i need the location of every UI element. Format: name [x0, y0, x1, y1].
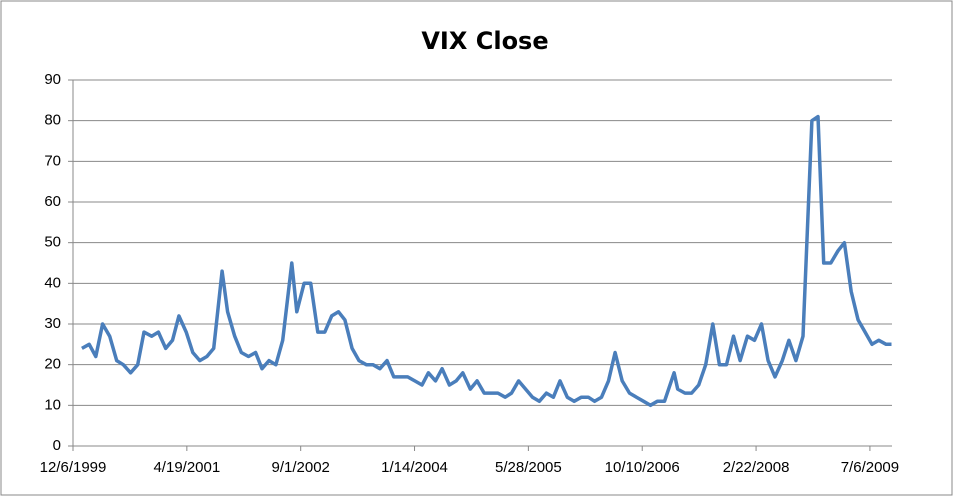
- y-tick-label: 70: [44, 152, 61, 169]
- y-tick-label: 40: [44, 274, 61, 291]
- y-tick-label: 60: [44, 193, 61, 210]
- x-tick-label: 12/6/1999: [40, 459, 107, 476]
- y-tick-label: 10: [44, 396, 61, 413]
- y-tick-label: 20: [44, 356, 61, 373]
- y-tick-label: 90: [44, 71, 61, 88]
- line-series: [81, 114, 892, 408]
- x-tick-label: 4/19/2001: [153, 459, 220, 476]
- x-tick-label: 5/28/2005: [495, 459, 562, 476]
- y-tick-label: 0: [53, 437, 61, 454]
- chart-title: VIX Close: [421, 27, 548, 55]
- y-tick-label: 80: [44, 112, 61, 129]
- y-tick-label: 50: [44, 234, 61, 251]
- x-tick-label: 10/10/2006: [605, 459, 680, 476]
- x-tick-label: 1/14/2004: [381, 459, 448, 476]
- x-tick-label: 2/22/2008: [723, 459, 790, 476]
- x-tick-label: 9/1/2002: [271, 459, 329, 476]
- y-tick-label: 30: [44, 315, 61, 332]
- x-tick-label: 7/6/2009: [841, 459, 899, 476]
